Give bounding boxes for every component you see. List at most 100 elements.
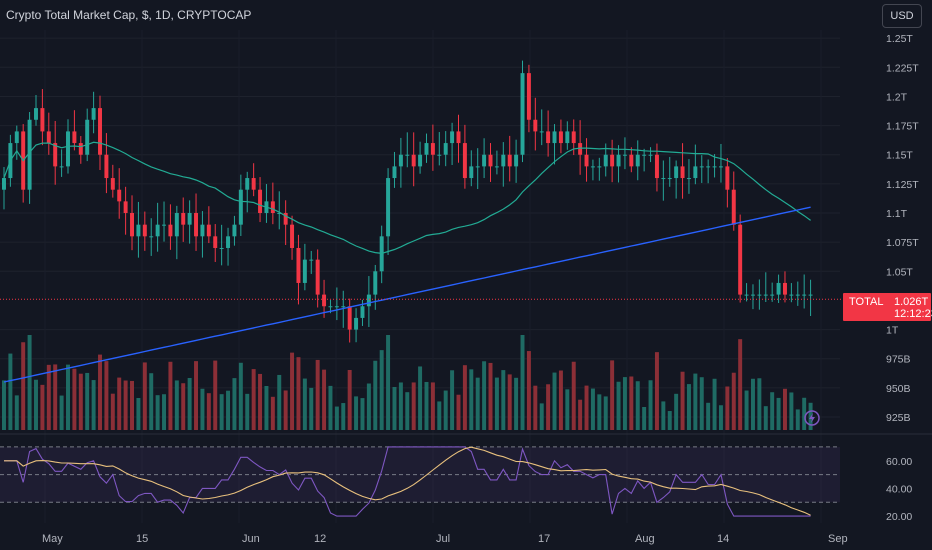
- candle-body: [66, 131, 70, 167]
- price-tag-countdown: 12:12:23: [894, 308, 932, 320]
- candle-body: [462, 143, 467, 179]
- volume-bar: [501, 370, 506, 430]
- candle-body: [770, 294, 775, 296]
- candle-body: [283, 213, 288, 225]
- volume-bar: [27, 335, 32, 430]
- candle-body: [622, 154, 627, 156]
- candle-body: [731, 189, 736, 225]
- candle-body: [520, 73, 525, 155]
- currency-button[interactable]: USD: [882, 4, 922, 28]
- candle-body: [450, 131, 455, 144]
- candle-body: [802, 294, 807, 296]
- candle-body: [469, 166, 474, 179]
- volume-bar: [238, 362, 243, 430]
- volume-bar: [661, 401, 666, 430]
- candle-body: [789, 294, 794, 296]
- candle-body: [635, 154, 640, 167]
- candle-body: [2, 178, 6, 190]
- volume-bar: [539, 403, 544, 430]
- candle-body: [597, 166, 602, 168]
- date-tick-label: Jun: [242, 533, 260, 545]
- volume-bar: [155, 395, 160, 430]
- volume-bar: [277, 374, 282, 430]
- volume-bar: [802, 397, 807, 430]
- candle-body: [149, 236, 154, 238]
- volume-bar: [635, 381, 640, 430]
- volume-bar: [8, 353, 13, 430]
- volume-bar: [437, 401, 442, 430]
- price-tick-label: 1.25T: [886, 33, 913, 45]
- candle-body: [526, 73, 531, 120]
- candle-body: [322, 294, 327, 307]
- candle-body: [206, 224, 211, 237]
- volume-bar: [629, 376, 634, 430]
- volume-bar: [328, 385, 333, 430]
- volume-bar: [194, 361, 199, 430]
- volume-bar: [174, 380, 179, 430]
- volume-bar: [117, 377, 122, 430]
- candle-body: [46, 131, 51, 144]
- candle-body: [514, 154, 519, 167]
- candle-body: [437, 154, 442, 156]
- volume-bar: [104, 361, 109, 430]
- rsi-tick-label: 60.00: [886, 456, 912, 468]
- date-axis: May 15 Jun 12 Jul 17 Aug 14 Sep: [42, 533, 848, 545]
- volume-bar: [245, 393, 250, 430]
- volume-bar: [14, 395, 19, 430]
- volume-bar: [366, 383, 371, 430]
- volume-bar: [123, 380, 128, 430]
- volume-bar: [219, 394, 224, 430]
- price-tick-label: 975B: [886, 354, 911, 366]
- volume-bar: [162, 394, 167, 430]
- candle-body: [354, 317, 359, 330]
- candle-body: [488, 154, 493, 167]
- volume-bar: [482, 361, 487, 430]
- candle-body: [98, 108, 102, 155]
- volume-bar: [654, 352, 659, 430]
- candle-body: [181, 213, 186, 225]
- volume-bar: [597, 394, 602, 430]
- volume-bar: [386, 335, 391, 430]
- lightning-icon[interactable]: [804, 410, 820, 426]
- candle-body: [142, 224, 147, 237]
- volume-bar: [341, 403, 346, 430]
- volume-bar: [731, 372, 736, 430]
- volume-bar: [251, 369, 256, 430]
- candle-body: [699, 166, 704, 168]
- candle-body: [130, 213, 135, 237]
- volume-bar: [136, 397, 141, 430]
- price-tick-label: 1T: [886, 325, 899, 337]
- rsi-tick-label: 20.00: [886, 511, 912, 523]
- date-tick-label: 17: [538, 533, 550, 545]
- volume-bar: [610, 360, 615, 430]
- candle-body: [290, 224, 295, 248]
- candle-body: [226, 236, 231, 248]
- candle-body: [584, 154, 589, 167]
- volume-bar: [149, 373, 154, 430]
- candle-body: [418, 154, 423, 167]
- volume-bar: [283, 390, 288, 430]
- candle-body: [53, 143, 58, 167]
- candle-body: [648, 154, 653, 156]
- candle-body: [123, 201, 128, 214]
- volume-bar: [526, 351, 531, 430]
- ma-long-line: [3, 206, 811, 383]
- volume-bar: [622, 377, 627, 430]
- candle-body: [104, 154, 109, 179]
- date-tick-label: 14: [717, 533, 729, 545]
- rsi-tick-label: 40.00: [886, 483, 912, 495]
- date-tick-label: Aug: [635, 533, 655, 545]
- volume-bar: [763, 406, 768, 430]
- volume-bar: [565, 389, 570, 430]
- candle-body: [78, 143, 83, 155]
- candle-body: [72, 131, 77, 144]
- candle-body: [738, 224, 743, 295]
- volume-bar: [776, 397, 781, 430]
- candle-body: [610, 154, 615, 167]
- last-price-tag: TOTAL 1.026T 12:12:23: [843, 293, 932, 321]
- volume-bar: [200, 388, 205, 430]
- candle-body: [59, 166, 64, 168]
- volume-bar: [699, 377, 704, 430]
- volume-bar: [187, 377, 192, 430]
